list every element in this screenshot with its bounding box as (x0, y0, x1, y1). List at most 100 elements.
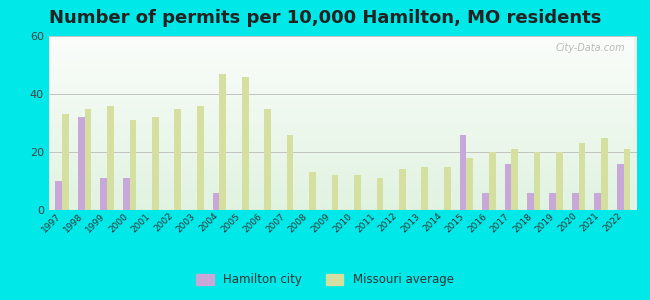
Bar (49, 146, 632, 147)
Bar (49, 154, 632, 156)
Bar (49, 194, 632, 196)
Bar (49, 66, 632, 67)
Bar (466, 158, 473, 210)
Text: Number of permits per 10,000 Hamilton, MO residents: Number of permits per 10,000 Hamilton, M… (49, 9, 601, 27)
Legend: Hamilton city, Missouri average: Hamilton city, Missouri average (191, 269, 459, 291)
Bar (49, 36, 632, 38)
Bar (49, 160, 632, 161)
Bar (601, 137, 608, 210)
Bar (49, 200, 632, 201)
Bar (265, 109, 271, 210)
Bar (49, 135, 632, 137)
Bar (49, 149, 632, 151)
Bar (174, 109, 181, 210)
Bar (49, 144, 632, 146)
Bar (49, 83, 632, 85)
Bar (49, 179, 632, 180)
Bar (49, 161, 632, 163)
Bar (49, 177, 632, 179)
Bar (49, 62, 632, 64)
Bar (512, 149, 518, 210)
Bar (49, 104, 632, 106)
Bar (49, 151, 632, 153)
Bar (332, 175, 339, 210)
Bar (49, 92, 632, 93)
Bar (49, 97, 632, 99)
Bar (49, 193, 632, 194)
Bar (549, 193, 556, 210)
Bar (55, 181, 62, 210)
Bar (49, 170, 632, 172)
Bar (49, 208, 632, 210)
Bar (49, 50, 632, 52)
Bar (49, 123, 632, 125)
Bar (49, 188, 632, 189)
Bar (49, 58, 632, 60)
Bar (49, 53, 632, 55)
Bar (623, 149, 630, 210)
Bar (489, 152, 495, 210)
Bar (49, 88, 632, 90)
Bar (197, 106, 203, 210)
Bar (220, 74, 226, 210)
Bar (129, 120, 136, 210)
Bar (49, 128, 632, 130)
Bar (504, 164, 512, 210)
Bar (49, 142, 632, 144)
Bar (49, 137, 632, 139)
Bar (49, 41, 632, 43)
Bar (49, 147, 632, 149)
Bar (49, 102, 632, 104)
Bar (49, 107, 632, 109)
Bar (49, 78, 632, 80)
Bar (49, 76, 632, 78)
Bar (78, 117, 84, 210)
Bar (49, 168, 632, 170)
Bar (49, 196, 632, 198)
Bar (309, 172, 316, 210)
Bar (421, 167, 428, 210)
Bar (460, 135, 466, 210)
Bar (152, 117, 159, 210)
Bar (354, 175, 361, 210)
Bar (123, 178, 129, 210)
Bar (49, 153, 632, 154)
Bar (49, 175, 632, 177)
Bar (49, 71, 632, 73)
Bar (49, 112, 632, 114)
Bar (62, 114, 69, 210)
Bar (49, 109, 632, 111)
Bar (49, 116, 632, 118)
Bar (556, 152, 563, 210)
Bar (49, 182, 632, 184)
Bar (49, 100, 632, 102)
Bar (49, 74, 632, 76)
Bar (49, 198, 632, 200)
Bar (49, 119, 632, 121)
Bar (213, 193, 220, 210)
Bar (49, 38, 632, 40)
Bar (594, 193, 601, 210)
Bar (49, 80, 632, 81)
Bar (49, 189, 632, 191)
Bar (107, 106, 114, 210)
Bar (49, 93, 632, 95)
Bar (49, 48, 632, 50)
Bar (49, 46, 632, 48)
Bar (242, 76, 248, 210)
Bar (49, 206, 632, 208)
Bar (49, 95, 632, 97)
Bar (578, 143, 586, 210)
Bar (49, 130, 632, 132)
Bar (49, 121, 632, 123)
Bar (49, 165, 632, 167)
Bar (49, 172, 632, 173)
Bar (482, 193, 489, 210)
Bar (84, 109, 92, 210)
Bar (49, 73, 632, 74)
Bar (49, 167, 632, 168)
Bar (49, 125, 632, 127)
Bar (49, 43, 632, 45)
Bar (49, 205, 632, 206)
Bar (49, 106, 632, 107)
